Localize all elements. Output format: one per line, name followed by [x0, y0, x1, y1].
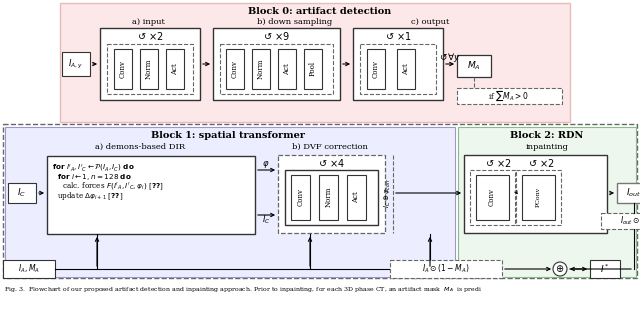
Bar — [220, 44, 333, 94]
Bar — [464, 155, 607, 233]
Text: $I_A, M_A$: $I_A, M_A$ — [18, 263, 40, 275]
Text: Conv: Conv — [119, 60, 127, 78]
Text: $I_{A,y}$: $I_{A,y}$ — [68, 57, 83, 71]
Bar — [278, 49, 296, 89]
Text: $I_C$: $I_C$ — [17, 187, 26, 199]
Text: $\circlearrowleft\!\forall y$: $\circlearrowleft\!\forall y$ — [438, 51, 461, 65]
Text: $I_C \oplus \varphi_{corr}$: $I_C \oplus \varphi_{corr}$ — [383, 178, 393, 208]
Text: Pool: Pool — [309, 62, 317, 76]
Text: Act: Act — [171, 63, 179, 75]
Bar — [8, 183, 36, 203]
Bar — [60, 3, 570, 122]
Text: Act: Act — [353, 191, 360, 203]
Text: $\circlearrowleft\!\times\!4$: $\circlearrowleft\!\times\!4$ — [317, 157, 345, 169]
Bar — [476, 175, 509, 220]
Bar — [5, 127, 455, 277]
Text: Conv: Conv — [372, 60, 380, 78]
Bar — [252, 49, 270, 89]
Text: Act: Act — [402, 63, 410, 75]
Bar — [617, 183, 640, 203]
Text: Conv: Conv — [488, 188, 496, 206]
Text: if $\sum M_A > 0$: if $\sum M_A > 0$ — [488, 89, 529, 103]
Text: $\mathbf{for}\ I'_A, I'_C \leftarrow \mathcal{P}(I_A, I_C)\ \mathbf{do}$: $\mathbf{for}\ I'_A, I'_C \leftarrow \ma… — [52, 163, 134, 174]
Text: Block 1: spatial transformer: Block 1: spatial transformer — [151, 132, 305, 141]
Text: $I^*$: $I^*$ — [600, 263, 610, 275]
Text: calc. forces $F(I'_A, I'_C, \varphi_i)\ [\mathbf{??}]$: calc. forces $F(I'_A, I'_C, \varphi_i)\ … — [62, 181, 164, 193]
Bar — [140, 49, 158, 89]
Bar — [397, 49, 415, 89]
Bar — [353, 28, 443, 100]
Bar — [285, 170, 378, 225]
Text: $\circlearrowleft\!\times\!1$: $\circlearrowleft\!\times\!1$ — [384, 30, 412, 42]
Text: update $\Delta\varphi_{i+1}\ [\mathbf{??}]$: update $\Delta\varphi_{i+1}\ [\mathbf{??… — [57, 190, 124, 202]
Text: $I_{out}$: $I_{out}$ — [627, 187, 640, 199]
Bar — [590, 260, 620, 278]
Text: $\mathbf{for}\ i \leftarrow 1, n = 128\ \mathbf{do}$: $\mathbf{for}\ i \leftarrow 1, n = 128\ … — [57, 172, 132, 182]
Bar — [304, 49, 322, 89]
Bar — [470, 170, 515, 225]
Text: a) demons-based DIR: a) demons-based DIR — [95, 143, 185, 151]
Bar — [516, 170, 561, 225]
Bar — [278, 155, 385, 233]
Bar — [367, 49, 385, 89]
Text: $I_A \odot (1 - M_A)$: $I_A \odot (1 - M_A)$ — [422, 263, 470, 275]
Bar — [213, 28, 340, 100]
Text: Conv: Conv — [296, 188, 305, 206]
Text: inpainting: inpainting — [525, 143, 568, 151]
Text: Block 2: RDN: Block 2: RDN — [510, 132, 584, 141]
Bar — [114, 49, 132, 89]
Bar — [291, 175, 310, 220]
Text: $\varphi$: $\varphi$ — [262, 160, 269, 170]
Text: $\circlearrowleft\!\times\!2$: $\circlearrowleft\!\times\!2$ — [484, 157, 512, 169]
Text: c) output: c) output — [411, 18, 449, 26]
Bar — [390, 260, 502, 278]
Bar — [457, 88, 562, 104]
Bar — [107, 44, 193, 94]
Text: $\oplus$: $\oplus$ — [556, 264, 564, 274]
Bar — [62, 52, 90, 76]
Bar — [226, 49, 244, 89]
Text: $I_C$: $I_C$ — [262, 214, 270, 226]
Text: Act: Act — [283, 63, 291, 75]
Text: b) down sampling: b) down sampling — [257, 18, 333, 26]
Bar — [3, 260, 55, 278]
Text: Conv: Conv — [231, 60, 239, 78]
Text: PConv: PConv — [536, 187, 541, 207]
Bar — [522, 175, 555, 220]
Bar — [319, 175, 338, 220]
Bar — [360, 44, 436, 94]
Bar — [166, 49, 184, 89]
Text: a) input: a) input — [132, 18, 164, 26]
Text: Fig. 3.  Flowchart of our proposed artifact detection and inpainting approach. P: Fig. 3. Flowchart of our proposed artifa… — [4, 285, 482, 294]
Text: $M_A$: $M_A$ — [467, 60, 481, 72]
Bar — [457, 55, 491, 77]
Text: $\circlearrowleft\!\times\!2$: $\circlearrowleft\!\times\!2$ — [527, 157, 555, 169]
Bar — [458, 127, 636, 277]
Bar — [601, 213, 640, 229]
Text: Norm: Norm — [324, 187, 333, 207]
Circle shape — [553, 262, 567, 276]
Text: b) DVF correction: b) DVF correction — [292, 143, 368, 151]
Bar — [47, 156, 255, 234]
Bar — [100, 28, 200, 100]
Text: Norm: Norm — [257, 59, 265, 79]
Text: $I_{out} \odot M_A$: $I_{out} \odot M_A$ — [620, 215, 640, 227]
Text: $\circlearrowleft\!\times\!2$: $\circlearrowleft\!\times\!2$ — [136, 30, 164, 42]
Text: Norm: Norm — [145, 59, 153, 79]
Bar — [347, 175, 366, 220]
Text: $\circlearrowleft\!\times\!9$: $\circlearrowleft\!\times\!9$ — [262, 30, 290, 42]
Text: Block 0: artifact detection: Block 0: artifact detection — [248, 6, 392, 15]
Bar — [3, 124, 637, 278]
